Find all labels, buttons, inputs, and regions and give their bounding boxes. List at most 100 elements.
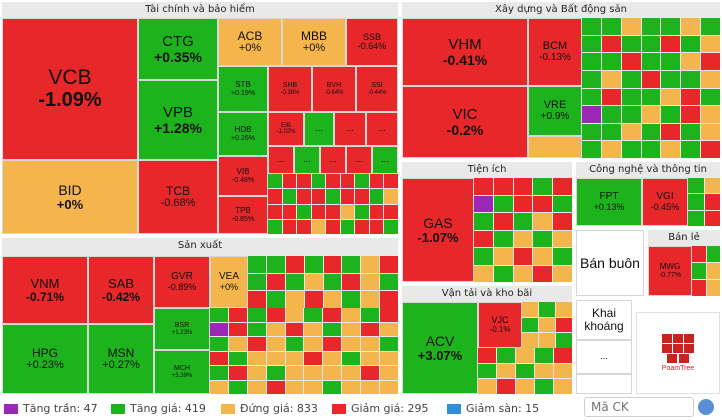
change: +0.23% xyxy=(26,358,64,371)
change: -1.02% xyxy=(276,129,296,135)
stock-tcb[interactable]: TCB -0.68% xyxy=(138,160,218,234)
stock-misc-3[interactable]: ... xyxy=(366,112,398,146)
ticker: HPG xyxy=(31,345,58,360)
stock-misc-2[interactable]: ... xyxy=(334,112,366,146)
change: -1.07% xyxy=(417,229,459,245)
sector-title: Xây dựng và Bất động sản xyxy=(495,4,627,15)
stock-vre[interactable]: VRE +0.9% xyxy=(528,86,582,136)
stock-acb[interactable]: ACB +0% xyxy=(218,18,282,66)
stock-vpb[interactable]: VPB +1.28% xyxy=(138,80,218,160)
ticker: ACB xyxy=(237,28,263,43)
stock-mbb[interactable]: MBB +0% xyxy=(282,18,346,66)
stock-vjc[interactable]: VJC -0.1% xyxy=(478,302,522,348)
stock-bsr[interactable]: BSR +1.23% xyxy=(154,308,210,350)
ticker: BID xyxy=(58,181,82,198)
stock-misc-kk1[interactable]: ... xyxy=(576,340,632,374)
change: -0.38% xyxy=(280,89,300,96)
sector-retail: Bán lẻ MWG -0.77% xyxy=(648,230,720,296)
ticker: SSB xyxy=(362,31,381,42)
stock-vgi[interactable]: VGI -0.45% xyxy=(642,178,688,226)
stock-ctg[interactable]: CTG +0.35% xyxy=(138,18,218,80)
stock-vhm[interactable]: VHM -0.41% xyxy=(402,18,528,86)
stock-bid[interactable]: BID +0% xyxy=(2,160,138,234)
stock-tpb[interactable]: TPB -0.85% xyxy=(218,196,268,234)
stock-msn[interactable]: MSN +0.27% xyxy=(88,324,154,394)
sector-title: Sản xuất xyxy=(177,240,223,251)
more-label: ... xyxy=(303,154,311,165)
small-cells-transport xyxy=(478,348,572,394)
ticker: VCB xyxy=(48,66,92,90)
stock-vea[interactable]: VEA +0% xyxy=(210,256,248,308)
sector-transport: Vận tải và kho bãi ACV +3.07% VJC -0.1% xyxy=(402,286,572,394)
ticker: GVR xyxy=(171,271,193,283)
stock-misc-5[interactable]: ... xyxy=(294,146,320,174)
stock-ssb[interactable]: SSB -0.64% xyxy=(346,18,398,66)
sector-title: Vận tải và kho bãi xyxy=(441,288,533,299)
stock-eib[interactable]: EIB -1.02% xyxy=(268,112,304,146)
ticker: BVH xyxy=(326,82,342,90)
legend-label: Giảm sàn: 15 xyxy=(466,402,540,415)
stock-vic[interactable]: VIC -0.2% xyxy=(402,86,528,158)
stock-misc-xd1[interactable] xyxy=(528,136,582,158)
ticker: SHB xyxy=(282,82,298,90)
ticker: GAS xyxy=(423,214,453,231)
more-label: ... xyxy=(315,123,323,134)
stock-fpt[interactable]: FPT +0.13% xyxy=(576,178,642,226)
floor-swatch xyxy=(447,403,461,414)
stock-misc-4[interactable]: ... xyxy=(268,146,294,174)
change: -0.68% xyxy=(160,196,196,209)
ticker: VEA xyxy=(218,271,239,283)
stock-mwg[interactable]: MWG -0.77% xyxy=(648,246,692,296)
sector-wholesale: Bán buôn xyxy=(576,230,644,296)
change: -0.42% xyxy=(101,289,141,304)
more-label: ... xyxy=(600,351,608,362)
stock-stb[interactable]: STB +0.19% xyxy=(218,66,268,112)
legend-label: Tăng giá: 419 xyxy=(130,402,206,415)
ticker: VPB xyxy=(162,103,193,121)
stock-misc-1[interactable]: ... xyxy=(304,112,334,146)
small-cells-tech xyxy=(688,178,720,226)
stock-gas[interactable]: GAS -1.07% xyxy=(402,178,474,282)
small-cells-transport-top xyxy=(522,302,572,348)
stock-hpg[interactable]: HPG +0.23% xyxy=(2,324,88,394)
stock-misc-8[interactable]: ... xyxy=(372,146,398,174)
stock-vnm[interactable]: VNM -0.71% xyxy=(2,256,88,324)
change: +1.23% xyxy=(171,329,193,336)
ceiling-swatch xyxy=(4,403,18,414)
sector-tech: Công nghệ và thông tin FPT +0.13% VGI -0… xyxy=(576,162,720,226)
legend-floor: Giảm sàn: 15 xyxy=(447,402,539,415)
small-cells-manufacturing-top xyxy=(248,256,398,308)
stock-gvr[interactable]: GVR -0.89% xyxy=(154,256,210,308)
stock-hdb[interactable]: HDB +0.26% xyxy=(218,112,268,156)
change: +0.27% xyxy=(102,358,140,371)
change: +0.13% xyxy=(593,201,625,212)
stock-misc-6[interactable]: ... xyxy=(320,146,346,174)
change: +0% xyxy=(238,41,262,54)
stock-vcb[interactable]: VCB -1.09% xyxy=(2,18,138,160)
stock-mch[interactable]: MCH +3.39% xyxy=(154,350,210,394)
change: -0.89% xyxy=(167,281,197,292)
stock-ssi[interactable]: SSI -0.44% xyxy=(356,66,398,112)
stock-search-input[interactable] xyxy=(584,397,694,417)
stock-sab[interactable]: SAB -0.42% xyxy=(88,256,154,324)
ticker: FPT xyxy=(599,191,619,203)
sector-wholesale-box[interactable]: Bán buôn xyxy=(576,230,644,296)
sector-label: Bán buôn xyxy=(580,254,640,271)
stock-shb[interactable]: SHB -0.38% xyxy=(268,66,312,112)
stock-misc-kk2[interactable] xyxy=(576,374,632,394)
sector-title: Công nghệ và thông tin xyxy=(589,164,707,175)
change: +0.19% xyxy=(231,89,255,97)
legend-up: Tăng giá: 419 xyxy=(111,402,206,415)
change: +0% xyxy=(56,196,84,212)
ticker: MBB xyxy=(300,28,327,43)
stock-acv[interactable]: ACV +3.07% xyxy=(402,302,478,394)
stock-bvh[interactable]: BVH -0.64% xyxy=(312,66,356,112)
stock-bcm[interactable]: BCM -0.13% xyxy=(528,18,582,86)
stock-vib[interactable]: VIB -0.48% xyxy=(218,156,268,196)
globe-icon[interactable] xyxy=(698,399,714,415)
sector-finance: Tài chính và bảo hiểm VCB -1.09% BID +0%… xyxy=(2,2,398,234)
sector-label: Khai khoáng xyxy=(584,306,624,333)
stock-misc-7[interactable]: ... xyxy=(346,146,372,174)
sector-mining-box[interactable]: Khai khoáng xyxy=(576,300,632,340)
ticker: VIC xyxy=(452,105,478,123)
